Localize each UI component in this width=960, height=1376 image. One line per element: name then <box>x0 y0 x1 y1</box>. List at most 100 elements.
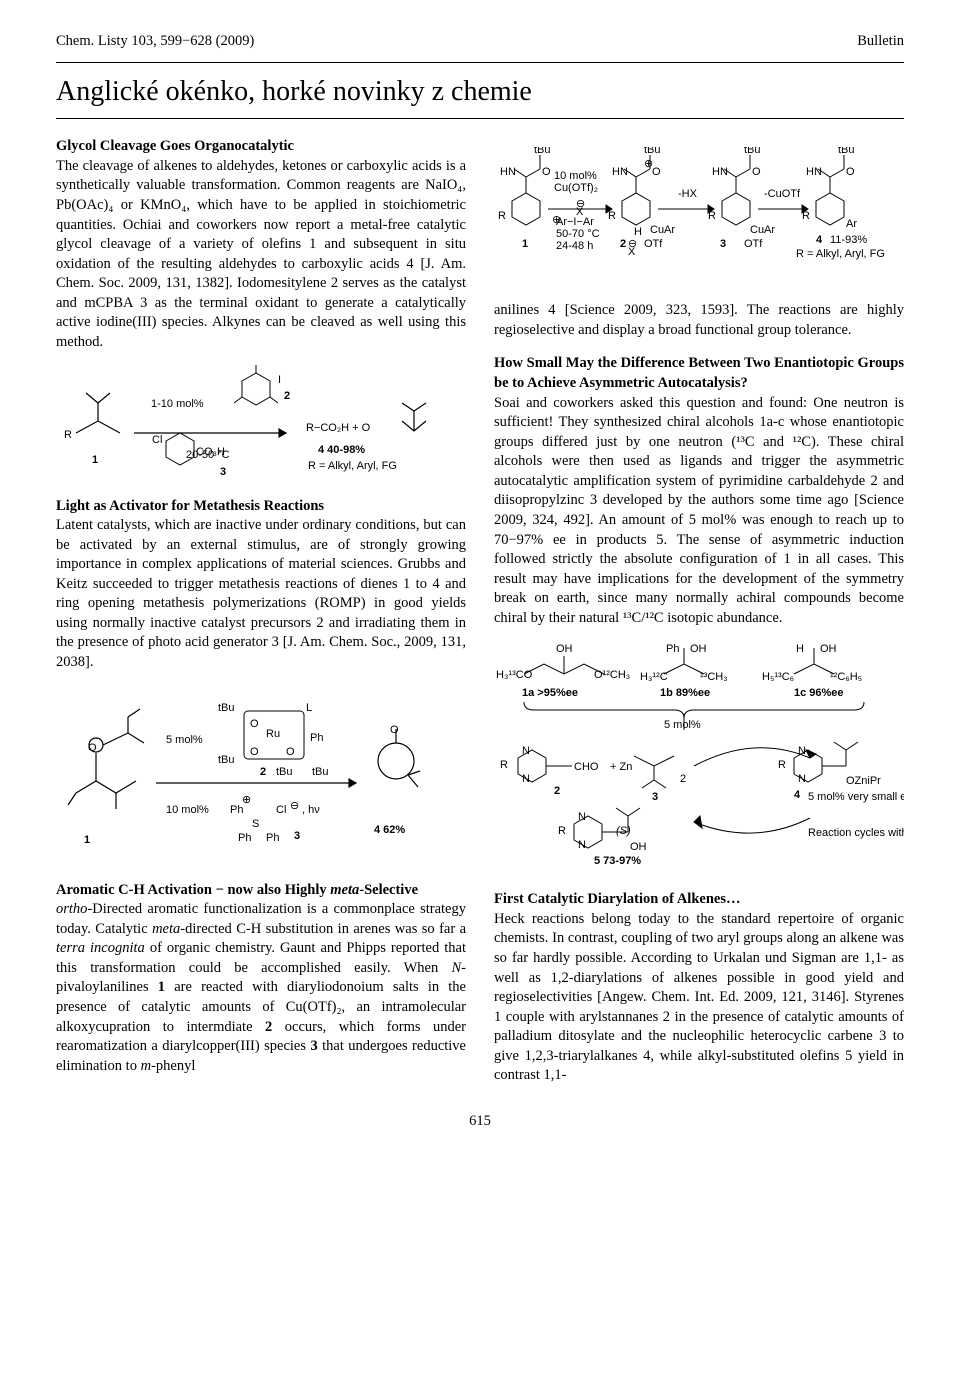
svg-text:tBu: tBu <box>534 147 551 156</box>
svg-text:O¹²CH₃: O¹²CH₃ <box>594 669 630 681</box>
article-4: How Small May the Difference Between Two… <box>494 354 904 628</box>
svg-text:2: 2 <box>284 390 290 402</box>
two-column-layout: Glycol Cleavage Goes Organocatalytic The… <box>56 137 904 1086</box>
article-4-head: How Small May the Difference Between Two… <box>494 355 904 391</box>
svg-text:OH: OH <box>556 643 573 655</box>
svg-text:tBu: tBu <box>838 147 855 156</box>
scheme-4: OH H₃¹³CO O¹²CH₃ Ph OH H₃¹²C ¹³CH₃ H OH … <box>494 638 904 868</box>
article-4-body: Soai and coworkers asked this question a… <box>494 395 904 626</box>
svg-text:+ Zn: + Zn <box>610 761 632 773</box>
svg-text:R: R <box>64 429 72 441</box>
svg-text:Ar: Ar <box>846 218 857 230</box>
journal-ref: Chem. Listy 103, 599−628 (2009) <box>56 32 254 52</box>
svg-text:1: 1 <box>92 454 98 466</box>
svg-text:Cl: Cl <box>276 804 286 816</box>
svg-text:N: N <box>522 745 530 757</box>
svg-text:R = Alkyl, Aryl, FG: R = Alkyl, Aryl, FG <box>308 460 397 472</box>
svg-text:OH: OH <box>630 841 647 853</box>
svg-text:Cu(OTf)₂: Cu(OTf)₂ <box>554 182 598 194</box>
scheme-3: tBu tBu tBu tBu HN HN HN HN O O O O ⊕ R … <box>494 147 904 287</box>
svg-text:Ru: Ru <box>266 728 280 740</box>
svg-text:1b 89%ee: 1b 89%ee <box>660 687 710 699</box>
svg-text:I: I <box>278 374 281 386</box>
svg-text:5 mol%: 5 mol% <box>664 719 701 731</box>
svg-text:⊖: ⊖ <box>628 238 637 250</box>
svg-text:3: 3 <box>294 830 300 842</box>
svg-text:, hν: , hν <box>302 804 320 816</box>
svg-text:R: R <box>802 210 810 222</box>
svg-text:Ph: Ph <box>238 832 251 844</box>
svg-text:Reaction cycles with 2, 3: Reaction cycles with 2, 3 <box>808 827 904 839</box>
article-1-body: The cleavage of alkenes to aldehydes, ke… <box>56 158 466 350</box>
article-3: Aromatic C-H Activation − now also Highl… <box>56 881 466 1077</box>
svg-text:11-93%: 11-93% <box>830 234 867 246</box>
svg-text:¹²C₆H₅: ¹²C₆H₅ <box>830 671 862 683</box>
svg-text:2: 2 <box>260 766 266 778</box>
svg-text:50-70 °C: 50-70 °C <box>556 228 600 240</box>
svg-text:S: S <box>252 818 259 830</box>
svg-text:Ph: Ph <box>266 832 279 844</box>
svg-text:R: R <box>498 210 506 222</box>
svg-text:2: 2 <box>554 785 560 797</box>
article-2: Light as Activator for Metathesis Reacti… <box>56 497 466 673</box>
svg-text:O: O <box>250 746 259 758</box>
svg-text:N: N <box>522 773 530 785</box>
svg-text:1-10 mol%: 1-10 mol% <box>151 398 204 410</box>
svg-text:10 mol%: 10 mol% <box>554 170 597 182</box>
svg-text:-CuOTf: -CuOTf <box>764 188 801 200</box>
svg-text:4: 4 <box>794 789 801 801</box>
svg-text:Ph: Ph <box>310 732 323 744</box>
svg-text:R = Alkyl, Aryl, FG: R = Alkyl, Aryl, FG <box>796 248 885 260</box>
bulletin: Bulletin <box>857 32 904 52</box>
svg-text:(S): (S) <box>616 825 631 837</box>
right-column: tBu tBu tBu tBu HN HN HN HN O O O O ⊕ R … <box>494 137 904 1086</box>
svg-text:N: N <box>798 773 806 785</box>
article-2-body: Latent catalysts, which are inactive und… <box>56 517 466 670</box>
svg-text:tBu: tBu <box>218 754 235 766</box>
svg-text:1: 1 <box>84 834 90 846</box>
svg-text:R: R <box>778 759 786 771</box>
svg-text:R: R <box>708 210 716 222</box>
page-title: Anglické okénko, horké novinky z chemie <box>56 73 904 111</box>
svg-text:N: N <box>798 745 806 757</box>
article-3-body: ortho-Directed aromatic functionalizatio… <box>56 901 466 1074</box>
svg-text:2: 2 <box>620 238 626 250</box>
page-number: 615 <box>56 1112 904 1132</box>
svg-text:X: X <box>576 206 584 218</box>
svg-text:3: 3 <box>220 466 226 478</box>
svg-text:O: O <box>250 718 259 730</box>
svg-text:R: R <box>558 825 566 837</box>
svg-text:24-48 h: 24-48 h <box>556 240 593 252</box>
article-1: Glycol Cleavage Goes Organocatalytic The… <box>56 137 466 352</box>
svg-text:N: N <box>578 839 586 851</box>
svg-text:OZniPr: OZniPr <box>846 775 881 787</box>
svg-text:H₃¹²C: H₃¹²C <box>640 671 668 683</box>
left-column: Glycol Cleavage Goes Organocatalytic The… <box>56 137 466 1086</box>
svg-text:L: L <box>306 702 312 714</box>
svg-text:3: 3 <box>720 238 726 250</box>
svg-text:HN: HN <box>500 166 516 178</box>
scheme-2: O 1 5 mol% 10 mol% tBu tBu L Ru Ph O <box>56 683 466 853</box>
svg-text:10 mol%: 10 mol% <box>166 804 209 816</box>
svg-text:5 mol%: 5 mol% <box>166 734 203 746</box>
svg-text:CHO: CHO <box>574 761 599 773</box>
svg-text:H: H <box>796 643 804 655</box>
svg-text:3: 3 <box>652 791 658 803</box>
svg-text:⊖: ⊖ <box>290 800 299 812</box>
rule-below-title <box>56 118 904 119</box>
svg-text:H₅¹³C₆: H₅¹³C₆ <box>762 671 794 683</box>
svg-text:OTf: OTf <box>744 238 763 250</box>
svg-text:R−CO₂H + O: R−CO₂H + O <box>306 422 371 434</box>
svg-text:OH: OH <box>820 643 837 655</box>
svg-text:4 62%: 4 62% <box>374 824 405 836</box>
svg-text:O: O <box>286 746 295 758</box>
running-head: Chem. Listy 103, 599−628 (2009) Bulletin <box>56 32 904 52</box>
svg-text:HN: HN <box>806 166 822 178</box>
article-2-head: Light as Activator for Metathesis Reacti… <box>56 498 324 514</box>
svg-text:R: R <box>500 759 508 771</box>
svg-text:tBu: tBu <box>644 147 661 156</box>
svg-text:¹³CH₃: ¹³CH₃ <box>700 671 728 683</box>
svg-text:4: 4 <box>816 234 823 246</box>
scheme-1: R 1 1-10 mol% 20-50 °C I 2 <box>56 363 466 483</box>
rule-top <box>56 62 904 63</box>
